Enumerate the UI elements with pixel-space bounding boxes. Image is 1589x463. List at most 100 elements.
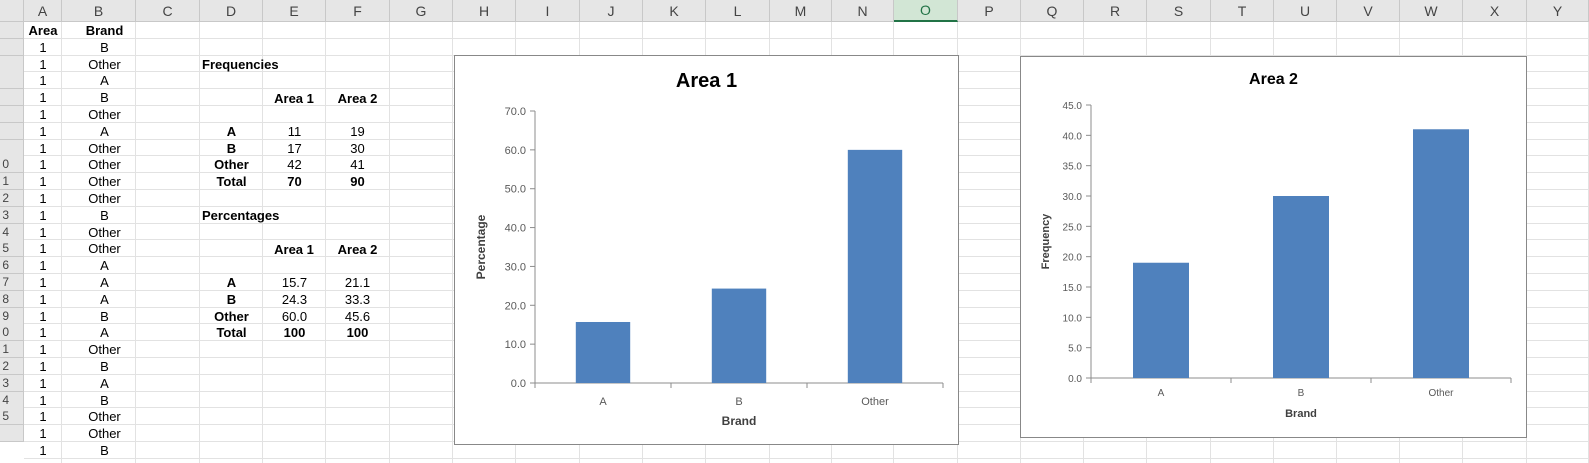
column-header-S[interactable]: S: [1147, 0, 1211, 22]
table-cell-area1[interactable]: 60.0: [281, 308, 308, 324]
table-cell-area1[interactable]: 15.7: [281, 275, 308, 290]
percentages-title[interactable]: Percentages: [202, 208, 280, 223]
table-cell-area2[interactable]: 21.1: [344, 275, 371, 290]
cell-brand[interactable]: B: [100, 308, 109, 324]
column-header-E[interactable]: E: [263, 0, 326, 22]
row-header[interactable]: [0, 425, 24, 443]
column-header-K[interactable]: K: [643, 0, 706, 22]
row-header[interactable]: 6: [0, 257, 24, 275]
cell-brand[interactable]: Other: [88, 157, 121, 173]
row-header[interactable]: 5: [0, 240, 24, 258]
column-header-H[interactable]: H: [453, 0, 516, 22]
cell-brand[interactable]: B: [100, 443, 109, 458]
row-header[interactable]: [0, 106, 24, 123]
cell-brand[interactable]: Other: [88, 191, 121, 206]
column-header-Q[interactable]: Q: [1021, 0, 1084, 22]
column-header-F[interactable]: F: [326, 0, 390, 22]
cell-area[interactable]: 1: [39, 123, 47, 139]
row-header[interactable]: 2: [0, 190, 24, 207]
column-header-L[interactable]: L: [706, 0, 770, 22]
column-header-X[interactable]: X: [1463, 0, 1527, 22]
cell-area[interactable]: 1: [39, 224, 47, 240]
column-header-M[interactable]: M: [770, 0, 832, 22]
column-header-I[interactable]: I: [516, 0, 580, 22]
cell-brand[interactable]: A: [100, 73, 109, 89]
table-cell-area2[interactable]: 30: [350, 140, 365, 156]
cell-area[interactable]: 1: [39, 325, 47, 341]
row-header[interactable]: 1: [0, 173, 24, 191]
table-cell-area2[interactable]: 90: [350, 174, 365, 190]
row-header[interactable]: 4: [0, 223, 24, 241]
cell-area[interactable]: 1: [39, 157, 47, 173]
cell-brand[interactable]: B: [100, 39, 109, 55]
cell-brand[interactable]: Other: [88, 140, 121, 156]
table-row-label[interactable]: Total: [216, 325, 247, 341]
table-row-label[interactable]: A: [226, 275, 237, 290]
column-header-Y[interactable]: Y: [1527, 0, 1589, 22]
column-header-J[interactable]: J: [580, 0, 643, 22]
pct-col-area1[interactable]: Area 1: [274, 242, 314, 257]
cell-area[interactable]: 1: [39, 275, 47, 290]
cell-area[interactable]: 1: [39, 241, 47, 257]
row-header[interactable]: [0, 55, 24, 73]
cell-area[interactable]: 1: [39, 392, 47, 408]
cell-area[interactable]: 1: [39, 174, 47, 190]
row-header[interactable]: 8: [0, 290, 24, 308]
table-cell-area2[interactable]: 45.6: [344, 308, 371, 324]
cell-brand[interactable]: B: [100, 392, 109, 408]
cell-brand[interactable]: Other: [88, 174, 121, 190]
table-cell-area2[interactable]: 19: [350, 123, 365, 139]
chart-area2[interactable]: Area 2 0.0 5.0 10.0 15.0 20.0 25.0 30.0 35.0 40.…: [1020, 56, 1527, 438]
cell-area[interactable]: 1: [39, 443, 47, 458]
cell-brand[interactable]: Other: [88, 409, 121, 425]
cell-brand[interactable]: A: [100, 375, 109, 391]
table-cell-area1[interactable]: 11: [287, 123, 302, 139]
row-header[interactable]: 9: [0, 307, 24, 325]
row-header[interactable]: 2: [0, 358, 24, 375]
cell-brand[interactable]: A: [100, 325, 109, 341]
cell-brand[interactable]: Other: [88, 426, 121, 442]
cell-area[interactable]: 1: [39, 409, 47, 425]
cell-brand[interactable]: B: [100, 90, 109, 106]
table-cell-area2[interactable]: 41: [350, 157, 365, 173]
cell-area[interactable]: 1: [39, 207, 47, 223]
column-header-N[interactable]: N: [832, 0, 894, 22]
row-header[interactable]: [0, 122, 24, 140]
row-header[interactable]: 1: [0, 341, 24, 359]
table-row-label[interactable]: B: [226, 140, 237, 156]
table-cell-area1[interactable]: 70: [287, 174, 302, 190]
column-header-B[interactable]: B: [62, 0, 136, 22]
row-header[interactable]: 3: [0, 206, 24, 224]
cell-brand[interactable]: A: [100, 123, 109, 139]
cell-area[interactable]: 1: [39, 39, 47, 55]
row-header[interactable]: 3: [0, 374, 24, 392]
cell-area[interactable]: 1: [39, 140, 47, 156]
select-all-corner[interactable]: [0, 0, 24, 22]
row-header[interactable]: [0, 89, 24, 107]
table-cell-area1[interactable]: 42: [287, 157, 302, 173]
cell-brand[interactable]: A: [100, 258, 109, 274]
row-header[interactable]: [0, 72, 24, 90]
cell-brand[interactable]: B: [100, 207, 109, 223]
row-header[interactable]: 0: [0, 324, 24, 342]
table-row-label[interactable]: B: [226, 291, 237, 307]
row-header[interactable]: 7: [0, 274, 24, 291]
column-header-U[interactable]: U: [1274, 0, 1337, 22]
table-cell-area1[interactable]: 24.3: [281, 291, 308, 307]
column-header-O[interactable]: O: [894, 0, 958, 22]
table-cell-area2[interactable]: 33.3: [344, 291, 371, 307]
cell-brand[interactable]: A: [100, 291, 109, 307]
cell-area[interactable]: 1: [39, 375, 47, 391]
column-header-V[interactable]: V: [1337, 0, 1400, 22]
cell-brand[interactable]: B: [100, 359, 109, 374]
row-header[interactable]: 5: [0, 408, 24, 426]
freq-col-area2[interactable]: Area 2: [337, 91, 378, 106]
cell-area[interactable]: 1: [39, 291, 47, 307]
cell-area[interactable]: 1: [39, 258, 47, 274]
table-row-label[interactable]: Total: [216, 174, 247, 190]
cell-area[interactable]: 1: [39, 107, 47, 122]
cell-area[interactable]: 1: [39, 73, 47, 89]
cell-brand[interactable]: Other: [88, 241, 121, 257]
column-header-D[interactable]: D: [200, 0, 263, 22]
cell-area[interactable]: 1: [39, 90, 47, 106]
